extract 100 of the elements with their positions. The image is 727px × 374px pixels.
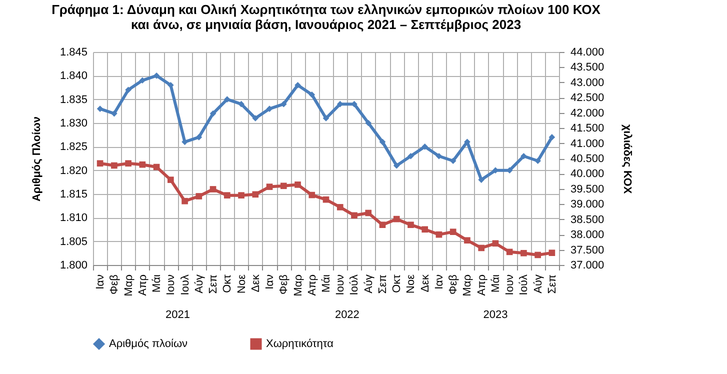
point [96, 106, 104, 112]
x-tick-label: Μαρ [122, 274, 135, 296]
y-tick-label: 1.820 [60, 164, 88, 177]
x-tick-label: Ιουν [334, 274, 347, 296]
point [408, 222, 414, 228]
point [266, 184, 273, 190]
y-tick-label: 1.840 [60, 70, 88, 82]
y2-tick-label: 42.000 [570, 107, 604, 120]
x-tick-label: Δεκ [419, 274, 432, 292]
point [534, 252, 541, 258]
point [111, 162, 118, 169]
y2-axis-title: χιλιάδες ΚΟΧ [621, 124, 634, 194]
point [125, 86, 132, 94]
x-tick-label: Μάι [490, 274, 502, 292]
point [351, 100, 358, 108]
x-tick-label: Οκτ [222, 274, 234, 293]
legend-label: Αριθμός πλοίων [109, 338, 188, 350]
y2-tick-label: 43.000 [570, 76, 604, 89]
legend-label: Χωρητικότητα [266, 338, 334, 350]
y2-tick-label: 41.000 [570, 138, 604, 150]
x-tick-label: Μάι [151, 274, 164, 292]
x-tick-label: Αύγ [532, 274, 544, 294]
y2-tick-label: 41.500 [570, 122, 604, 135]
point [238, 100, 244, 108]
point [351, 212, 358, 219]
y2-tick-label: 37.000 [570, 260, 604, 272]
x-tick-label: Σεπ [208, 274, 220, 294]
x-tick-label: Ιαν [94, 274, 107, 290]
y2-tick-label: 39.500 [570, 183, 604, 196]
y-tick-label: 1.800 [60, 260, 88, 272]
y2-tick-label: 38.000 [570, 229, 604, 242]
point [139, 161, 146, 168]
point [238, 192, 244, 198]
x-tick-label: Απρ [136, 274, 149, 296]
point [224, 192, 230, 198]
point [422, 226, 428, 233]
point [548, 250, 556, 256]
point [280, 100, 287, 108]
point [294, 82, 301, 88]
point [266, 106, 273, 112]
point [450, 228, 456, 235]
y2-tick-label: 38.500 [570, 214, 604, 226]
x-tick-label: Ιούλ [518, 274, 530, 296]
point [252, 191, 259, 198]
point [210, 186, 216, 192]
x-tick-label: Μαρ [462, 274, 474, 296]
x-tick-label: Αύγ [362, 274, 375, 294]
point [153, 72, 160, 79]
point [322, 115, 330, 122]
y2-tick-label: 40.500 [570, 153, 604, 165]
x-tick-label: Αύγ [193, 274, 206, 294]
y-tick-label: 1.810 [60, 212, 88, 224]
point [506, 248, 513, 256]
text: 2023 [483, 309, 508, 321]
point [436, 152, 442, 160]
x-tick-label: Νοε [236, 274, 248, 294]
point [379, 222, 386, 228]
point [520, 250, 527, 256]
point [153, 164, 160, 170]
point [534, 158, 541, 164]
point [294, 182, 301, 188]
y-tick-label: 1.830 [60, 118, 88, 130]
y-tick-label: 1.845 [60, 46, 88, 58]
point [408, 152, 414, 160]
x-tick-label: Νοε [405, 274, 418, 294]
point [196, 134, 202, 140]
point [224, 96, 230, 102]
point [393, 216, 400, 222]
point [478, 176, 484, 183]
y2-tick-label: 44.000 [570, 46, 604, 58]
point [436, 231, 442, 238]
x-tick-label: Δεκ [250, 274, 262, 292]
x-tick-label: Απρ [306, 274, 318, 296]
x-tick-label: Φεβ [278, 274, 290, 295]
point [365, 120, 372, 126]
point [492, 240, 499, 247]
y-tick-label: 1.815 [60, 188, 88, 200]
point [308, 91, 316, 98]
x-tick-label: Ιουλ [179, 274, 192, 296]
point [450, 158, 456, 164]
point [322, 196, 330, 203]
x-tick-label: Ιουν [165, 274, 178, 296]
x-tick-label: Σεπ [376, 274, 389, 294]
y-tick-label: 1.835 [60, 94, 88, 106]
chart-title: Γράφημα 1: Δύναμη και Ολική Χωρητικότητα των ελληνικών εμπορικών πλοίων 100 ΚΟΧ και άνω, σε μηνιαία βάση, Ιανουάριος 2021 – Σεπτέμβριος 2023 [52, 2, 601, 32]
y-tick-label: 1.805 [60, 236, 88, 248]
point [308, 192, 316, 198]
y2-tick-label: 37.500 [570, 244, 604, 256]
text: 2022 [334, 309, 360, 321]
point [111, 110, 118, 117]
point [252, 115, 259, 122]
point [280, 182, 287, 190]
x-tick-label: Φεβ [108, 274, 121, 295]
point [422, 144, 428, 150]
point [336, 204, 344, 210]
x-tick-label: Σεπ [546, 274, 558, 294]
x-tick-label: Φεβ [448, 274, 460, 295]
y2-tick-label: 43.500 [570, 62, 604, 74]
point [182, 198, 188, 204]
x-tick-label: Ιαν [433, 274, 446, 290]
